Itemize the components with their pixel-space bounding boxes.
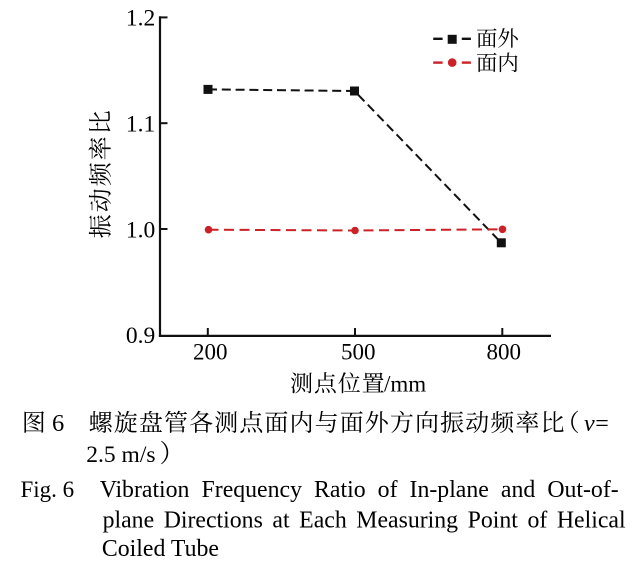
- svg-text:800: 800: [487, 340, 522, 365]
- svg-text:Vibration: Vibration: [100, 477, 190, 503]
- svg-text:1.2: 1.2: [126, 6, 155, 32]
- svg-text:/mm: /mm: [384, 372, 426, 397]
- svg-text:500: 500: [341, 340, 376, 365]
- svg-text:Ratio: Ratio: [314, 477, 366, 503]
- svg-text:Coiled Tube: Coiled Tube: [102, 536, 219, 562]
- svg-text:200: 200: [193, 340, 228, 365]
- svg-text:Each: Each: [299, 508, 347, 534]
- svg-text:6: 6: [52, 410, 64, 437]
- svg-text:Out-of-: Out-of-: [547, 477, 618, 503]
- svg-text:Point: Point: [468, 508, 519, 534]
- svg-text:Frequency: Frequency: [202, 477, 303, 503]
- svg-text:1.1: 1.1: [126, 112, 155, 138]
- svg-text:Fig. 6: Fig. 6: [21, 477, 75, 502]
- svg-text:Directions: Directions: [164, 508, 263, 534]
- svg-text:Measuring: Measuring: [356, 508, 458, 534]
- svg-text:Helical: Helical: [557, 508, 626, 534]
- svg-text:2.5 m/s: 2.5 m/s: [86, 442, 155, 468]
- svg-text:of: of: [378, 477, 398, 503]
- svg-text:v: v: [584, 411, 595, 437]
- svg-text:0.9: 0.9: [126, 323, 155, 349]
- svg-text:In-plane: In-plane: [410, 477, 489, 503]
- svg-text:and: and: [501, 477, 535, 503]
- svg-text:of: of: [527, 508, 547, 534]
- svg-text:=: =: [595, 411, 609, 437]
- svg-text:plane: plane: [103, 508, 155, 534]
- svg-text:at: at: [272, 508, 290, 534]
- svg-text:1.0: 1.0: [126, 217, 155, 243]
